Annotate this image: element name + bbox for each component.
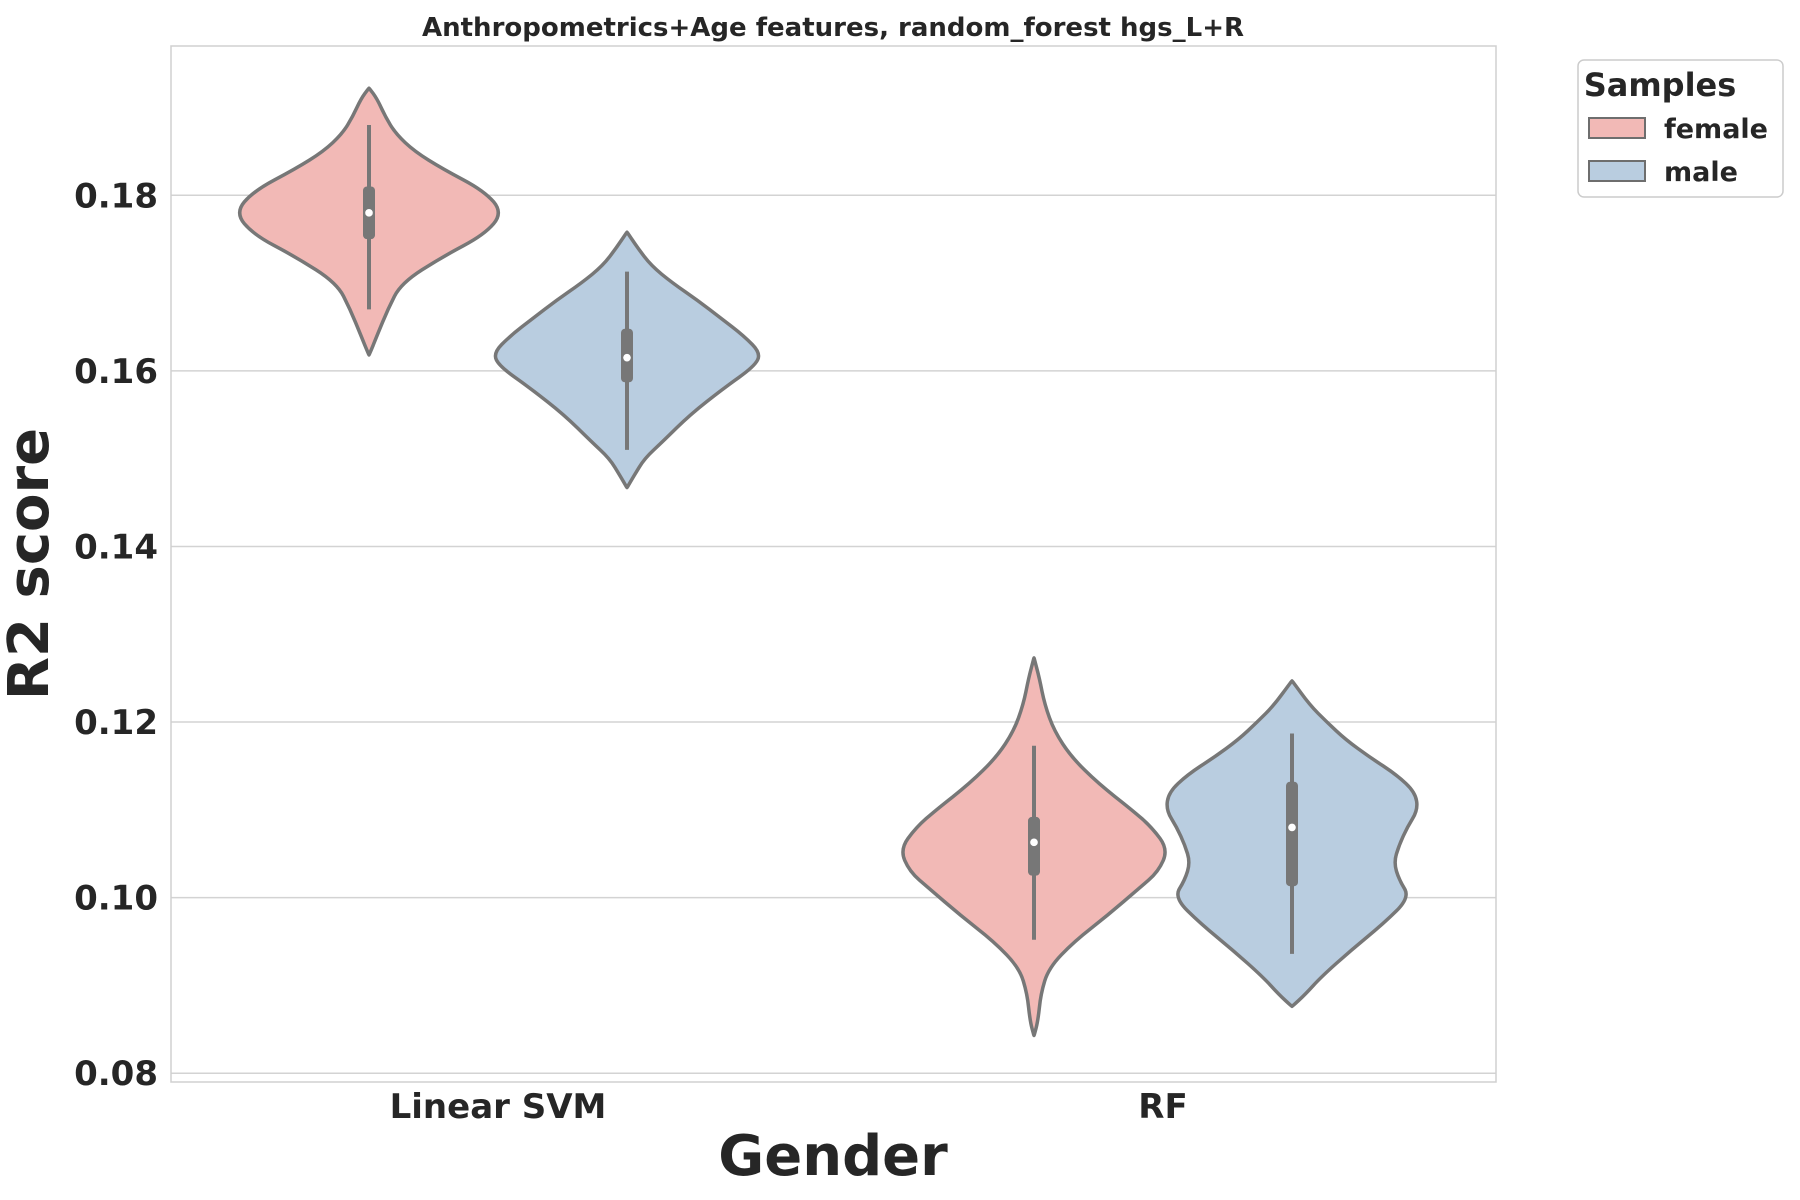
legend: Samples female male xyxy=(1577,59,1784,198)
x-tick-label-1: RF xyxy=(1138,1087,1187,1127)
y-tick-label-4: 0.16 xyxy=(74,352,158,392)
violins xyxy=(237,86,1419,1038)
y-axis-label: R2 score xyxy=(0,428,62,700)
legend-title: Samples xyxy=(1584,66,1737,104)
legend-label-male: male xyxy=(1664,157,1738,188)
y-tick-label-3: 0.14 xyxy=(74,527,158,567)
y-tick-label-0: 0.08 xyxy=(74,1054,158,1094)
legend-swatch-male xyxy=(1588,160,1646,182)
legend-label-female: female xyxy=(1664,114,1768,145)
plot-area-frame xyxy=(170,45,1497,1083)
violin-female-rf-iqr-box xyxy=(1028,816,1040,876)
violin-male-rf-iqr-box xyxy=(1286,781,1298,887)
violin-male-rf-median-dot xyxy=(1288,823,1296,832)
y-tick-label-2: 0.12 xyxy=(74,703,158,743)
y-tick-label-5: 0.18 xyxy=(74,176,158,216)
chart-title: Anthropometrics+Age features, random_for… xyxy=(422,13,1244,43)
x-tick-label-0: Linear SVM xyxy=(390,1087,607,1127)
x-axis-label: Gender xyxy=(718,1124,948,1189)
violin-male-linear-svm-median-dot xyxy=(623,353,631,362)
violin-female-rf-median-dot xyxy=(1030,838,1038,847)
y-tick-label-1: 0.10 xyxy=(74,879,158,919)
violin-female-linear-svm-median-dot xyxy=(365,209,373,217)
axis-ticks: 0.08 0.10 0.12 0.14 0.16 0.18 Linear SVM RF xyxy=(74,176,1188,1127)
legend-swatch-female xyxy=(1588,117,1646,139)
